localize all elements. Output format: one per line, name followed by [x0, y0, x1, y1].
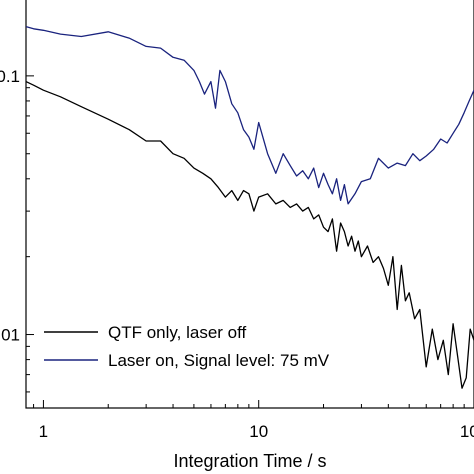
- y-tick-label: 0.01: [0, 326, 20, 345]
- x-axis-title: Integration Time / s: [173, 451, 326, 471]
- legend-label-laser-on: Laser on, Signal level: 75 mV: [108, 351, 330, 370]
- series-layer: [25, 25, 474, 389]
- x-tick-label: 10: [249, 422, 268, 441]
- x-tick-label: 100: [460, 422, 474, 441]
- series-line-2: [25, 25, 474, 205]
- plot-frame: [25, 0, 474, 409]
- tick-layer: 1 10 100 0.1 0.01: [0, 67, 474, 441]
- x-tick-label: 1: [39, 422, 48, 441]
- legend: QTF only, laser off Laser on, Signal lev…: [44, 323, 330, 370]
- plot-area: 1 10 100 0.1 0.01: [0, 0, 474, 441]
- y-tick-label: 0.1: [0, 67, 20, 86]
- series-line-1: [25, 81, 474, 389]
- legend-label-qtf-only: QTF only, laser off: [108, 323, 247, 342]
